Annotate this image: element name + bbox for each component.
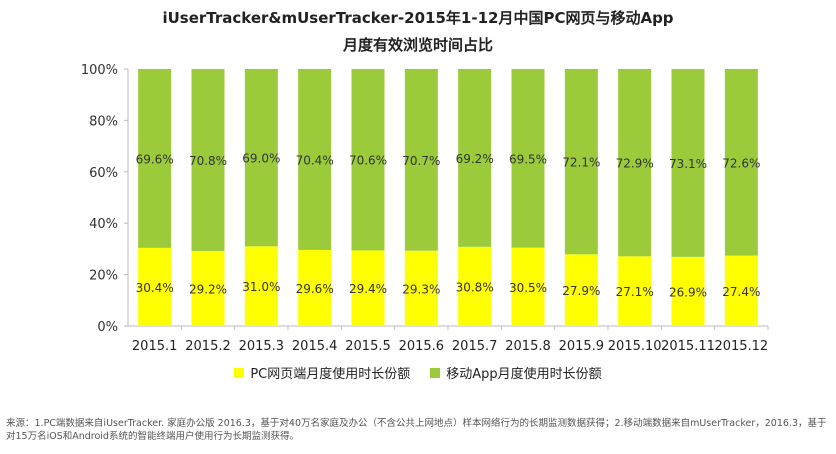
x-tick-label: 2015.6 bbox=[399, 339, 445, 354]
data-label-pc: 29.2% bbox=[189, 282, 227, 296]
data-label-pc: 29.3% bbox=[402, 282, 440, 296]
bar-pc bbox=[351, 250, 385, 326]
y-tick-label: 40% bbox=[89, 217, 118, 232]
legend-swatch-app bbox=[430, 367, 441, 378]
bar-pc bbox=[511, 247, 545, 326]
source-footnote: 来源：1.PC端数据来自iUserTracker. 家庭办公版 2016.3，基… bbox=[6, 418, 827, 442]
data-label-pc: 27.1% bbox=[616, 285, 654, 299]
bar-app bbox=[298, 69, 332, 250]
data-label-pc: 30.8% bbox=[456, 280, 494, 294]
data-label-app: 70.8% bbox=[189, 154, 227, 168]
data-label-app: 70.4% bbox=[296, 153, 334, 167]
y-tick-label: 100% bbox=[81, 63, 118, 78]
bar-app bbox=[671, 69, 705, 257]
data-label-app: 69.5% bbox=[509, 152, 547, 166]
data-label-app: 70.6% bbox=[349, 154, 387, 168]
legend-swatch-pc bbox=[234, 367, 245, 378]
data-label-pc: 29.6% bbox=[296, 282, 334, 296]
data-label-app: 69.6% bbox=[136, 152, 174, 166]
bar-app bbox=[618, 69, 652, 257]
x-tick-label: 2015.2 bbox=[185, 339, 231, 354]
data-label-pc: 29.4% bbox=[349, 282, 387, 296]
chart-subtitle: 月度有效浏览时间占比 bbox=[342, 36, 493, 54]
data-label-pc: 30.4% bbox=[136, 281, 174, 295]
legend-item-app: 移动App月度使用时长份额 bbox=[430, 363, 602, 382]
y-tick-label: 20% bbox=[89, 269, 118, 284]
legend-item-pc: PC网页端月度使用时长份额 bbox=[234, 363, 410, 382]
bar-app bbox=[244, 69, 278, 247]
data-label-pc: 27.4% bbox=[722, 285, 760, 299]
bar-app bbox=[724, 69, 758, 256]
bar-app bbox=[458, 69, 492, 247]
data-label-pc: 30.5% bbox=[509, 281, 547, 295]
legend-label-app: 移动App月度使用时长份额 bbox=[446, 367, 602, 382]
data-label-pc: 31.0% bbox=[242, 280, 280, 294]
data-label-app: 72.6% bbox=[722, 156, 760, 170]
y-tick-label: 0% bbox=[97, 320, 118, 335]
stacked-bar-chart: 0% 20% 40% 60% 80% 100% 30.4% 69.6% 2015.1 29.2% 7… bbox=[81, 63, 769, 354]
x-tick-label: 2015.3 bbox=[239, 339, 285, 354]
data-label-app: 72.9% bbox=[616, 157, 654, 171]
bar-pc bbox=[564, 254, 598, 326]
data-label-app: 73.1% bbox=[669, 157, 707, 171]
y-tick-label: 60% bbox=[89, 166, 118, 181]
bar-app bbox=[138, 69, 172, 248]
data-label-app: 69.0% bbox=[242, 152, 280, 166]
bar-app bbox=[564, 69, 598, 255]
bar-app bbox=[351, 69, 385, 251]
bar-app bbox=[511, 69, 545, 248]
bar-app bbox=[404, 69, 438, 251]
data-label-app: 72.1% bbox=[562, 156, 600, 170]
data-label-pc: 26.9% bbox=[669, 285, 707, 299]
bar-pc bbox=[404, 250, 438, 326]
bar-pc bbox=[458, 246, 492, 326]
x-tick-label: 2015.11 bbox=[661, 339, 715, 354]
data-label-app: 69.2% bbox=[456, 152, 494, 166]
bar-app bbox=[191, 69, 225, 251]
data-label-app: 70.7% bbox=[402, 154, 440, 168]
x-tick-label: 2015.10 bbox=[608, 339, 662, 354]
bar-pc bbox=[138, 247, 172, 326]
legend-label-pc: PC网页端月度使用时长份额 bbox=[250, 367, 411, 382]
data-label-pc: 27.9% bbox=[562, 284, 600, 298]
bar-pc bbox=[671, 256, 705, 326]
bar-pc bbox=[618, 256, 652, 326]
bar-pc bbox=[191, 250, 225, 326]
y-tick-label: 80% bbox=[89, 114, 118, 129]
x-tick-label: 2015.7 bbox=[452, 339, 498, 354]
bar-pc bbox=[298, 249, 332, 326]
x-tick-label: 2015.1 bbox=[132, 339, 178, 354]
x-tick-label: 2015.9 bbox=[559, 339, 605, 354]
x-tick-label: 2015.12 bbox=[714, 339, 768, 354]
x-tick-label: 2015.4 bbox=[292, 339, 338, 354]
bar-pc bbox=[724, 255, 758, 326]
x-tick-label: 2015.5 bbox=[345, 339, 391, 354]
x-tick-label: 2015.8 bbox=[505, 339, 551, 354]
legend: PC网页端月度使用时长份额 移动App月度使用时长份额 bbox=[0, 363, 836, 382]
chart-title: iUserTracker&mUserTracker-2015年1-12月中国PC… bbox=[162, 9, 674, 27]
bar-pc bbox=[244, 246, 278, 326]
